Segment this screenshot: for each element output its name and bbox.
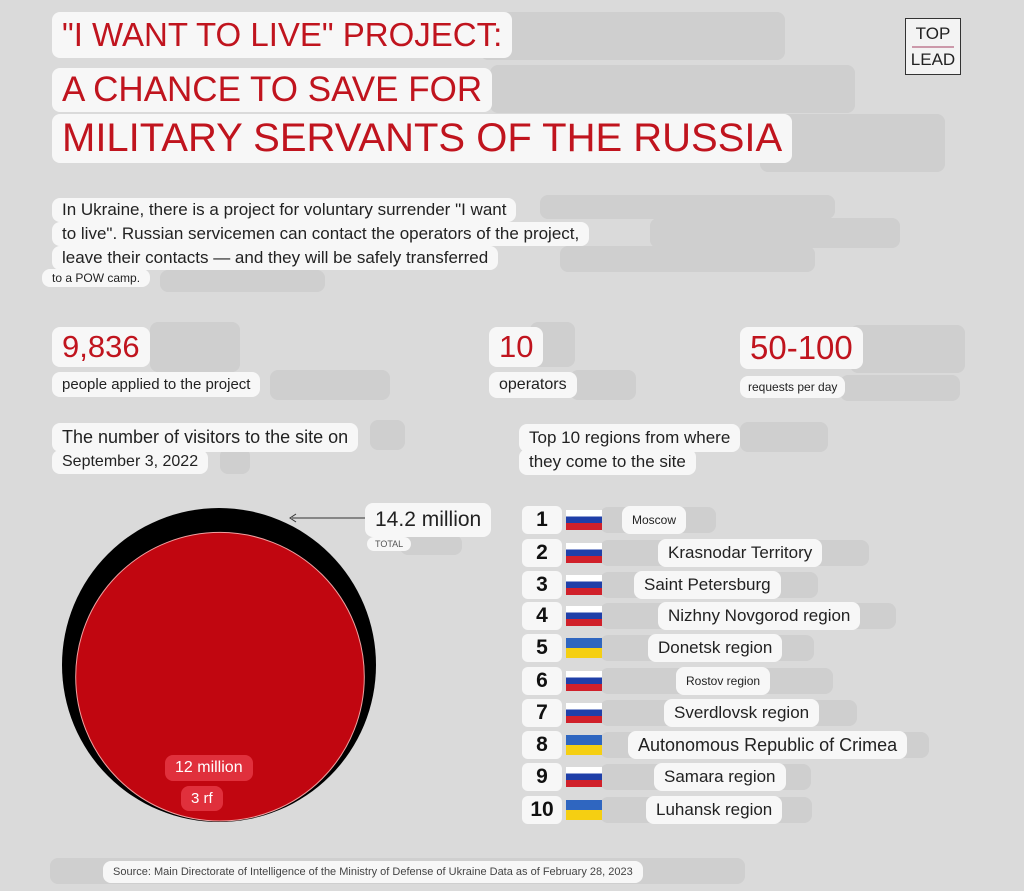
title-line-3: MILITARY SERVANTS OF THE RUSSIA <box>52 114 793 163</box>
stat-applied-value: 9,836 <box>52 327 150 367</box>
logo-top: TOP <box>912 24 954 48</box>
region-name: Saint Petersburg <box>634 571 781 599</box>
visitors-circle-chart <box>62 508 376 822</box>
intro-line-3: leave their contacts — and they will be … <box>52 246 499 270</box>
region-name: Samara region <box>654 763 786 791</box>
title-line-1: "I WANT TO LIVE" PROJECT: <box>52 12 513 58</box>
region-name: Autonomous Republic of Crimea <box>628 731 908 759</box>
total-label: TOTAL <box>367 537 412 551</box>
region-name: Sverdlovsk region <box>664 699 820 727</box>
region-rank: 5 <box>522 634 562 662</box>
region-name: Rostov region <box>676 667 771 695</box>
stat-requests-value: 50-100 <box>740 327 863 369</box>
region-name: Nizhny Novgorod region <box>658 602 861 630</box>
visitors-heading-2: September 3, 2022 <box>52 450 209 474</box>
logo: TOP LEAD <box>905 18 961 75</box>
stat-requests-label: requests per day <box>740 376 846 398</box>
intro-line-2: to live". Russian servicemen can contact… <box>52 222 590 246</box>
total-value: 14.2 million <box>365 503 492 537</box>
circle-rf <box>75 531 365 822</box>
russia-flag-icon <box>566 575 602 595</box>
region-rank: 9 <box>522 763 562 791</box>
region-name: Moscow <box>622 506 687 534</box>
region-rank: 10 <box>522 796 562 824</box>
region-name: Luhansk region <box>646 796 783 824</box>
rf-label: 3 rf <box>181 786 223 811</box>
region-rank: 7 <box>522 699 562 727</box>
intro-line-1: In Ukraine, there is a project for volun… <box>52 198 517 222</box>
stat-applied-label: people applied to the project <box>52 372 261 397</box>
region-name: Donetsk region <box>648 634 783 662</box>
stat-operators-value: 10 <box>489 327 544 367</box>
ukraine-flag-icon <box>566 800 602 820</box>
region-rank: 4 <box>522 602 562 630</box>
ukraine-flag-icon <box>566 735 602 755</box>
title-line-2: A CHANCE TO SAVE FOR <box>52 68 493 112</box>
source-note: Source: Main Directorate of Intelligence… <box>103 861 643 883</box>
russia-flag-icon <box>566 543 602 563</box>
visitors-heading-1: The number of visitors to the site on <box>52 423 359 452</box>
regions-heading-2: they come to the site <box>519 449 696 475</box>
arrow-head-icon <box>289 513 297 523</box>
russia-flag-icon <box>566 606 602 626</box>
region-rank: 6 <box>522 667 562 695</box>
ukraine-flag-icon <box>566 638 602 658</box>
russia-flag-icon <box>566 671 602 691</box>
regions-heading-1: Top 10 regions from where <box>519 424 741 452</box>
region-name: Krasnodar Territory <box>658 539 823 567</box>
logo-bottom: LEAD <box>910 50 956 69</box>
russia-flag-icon <box>566 703 602 723</box>
rf-value: 12 million <box>165 755 253 781</box>
russia-flag-icon <box>566 510 602 530</box>
region-rank: 2 <box>522 539 562 567</box>
russia-flag-icon <box>566 767 602 787</box>
region-rank: 3 <box>522 571 562 599</box>
region-rank: 8 <box>522 731 562 759</box>
region-rank: 1 <box>522 506 562 534</box>
intro-line-4: to a POW camp. <box>42 269 151 287</box>
stat-operators-label: operators <box>489 372 577 398</box>
